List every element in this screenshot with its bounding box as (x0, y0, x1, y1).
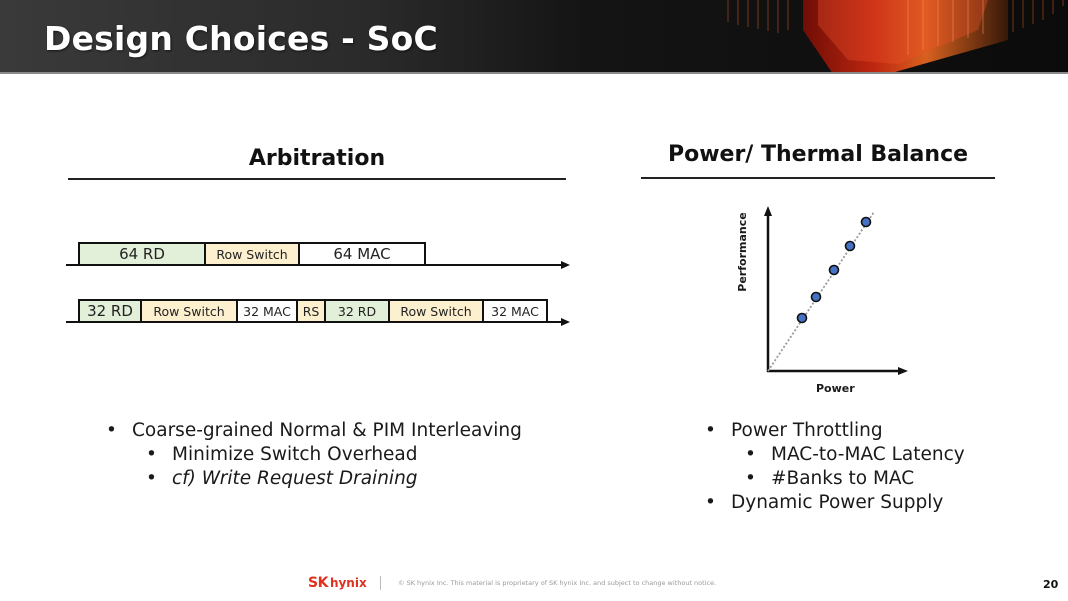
chart-y-axis-label: Performance (736, 212, 749, 292)
arbitration-underline (68, 178, 566, 180)
bullet-item: Dynamic Power Supply (705, 491, 965, 515)
copyright-notice: © SK hynix Inc. This material is proprie… (398, 579, 717, 587)
sk-hynix-logo: SK hynix (308, 575, 367, 591)
power-thermal-title: Power/ Thermal Balance (667, 142, 969, 167)
block-row-switch: Row Switch (206, 244, 300, 264)
block-64-rd: 64 RD (80, 244, 206, 264)
arbitration-bullets: Coarse-grained Normal & PIM Interleaving… (106, 419, 522, 491)
timeline-row-2: 32 RD Row Switch 32 MAC RS 32 RD Row Swi… (78, 299, 548, 323)
block-64-mac: 64 MAC (300, 244, 424, 264)
logo-hynix: hynix (329, 576, 367, 590)
footer-separator (380, 576, 381, 590)
bullet-sub-item: MAC-to-MAC Latency (745, 443, 965, 467)
block-32-mac: 32 MAC (484, 301, 546, 321)
slide-title: Design Choices - SoC (44, 19, 438, 58)
page-number: 20 (1043, 578, 1059, 591)
header-decorative-art (727, 0, 1064, 72)
bullet-item: Coarse-grained Normal & PIM Interleaving (106, 419, 522, 443)
bullet-item: Power Throttling (705, 419, 965, 443)
block-32-rd: 32 RD (80, 301, 142, 321)
block-row-switch: Row Switch (142, 301, 238, 321)
timeline-row-1: 64 RD Row Switch 64 MAC (78, 242, 426, 266)
power-thermal-underline (641, 177, 995, 179)
power-thermal-bullets: Power Throttling MAC-to-MAC Latency #Ban… (705, 419, 965, 515)
slide-header: Design Choices - SoC (0, 0, 1068, 74)
block-rs: RS (298, 301, 326, 321)
bullet-sub-item: Minimize Switch Overhead (146, 443, 522, 467)
timeline-arrow-1-icon (561, 261, 570, 269)
chart-x-axis-label: Power (816, 382, 855, 395)
arbitration-title: Arbitration (248, 146, 386, 171)
performance-power-chart (764, 206, 908, 375)
bullet-sub-item: #Banks to MAC (745, 467, 965, 491)
bullet-sub-item: cf) Write Request Draining (146, 467, 522, 491)
block-32-mac: 32 MAC (238, 301, 298, 321)
block-32-rd: 32 RD (326, 301, 390, 321)
logo-sk: SK (308, 575, 328, 591)
block-row-switch: Row Switch (390, 301, 484, 321)
timeline-arrow-2-icon (561, 318, 570, 326)
